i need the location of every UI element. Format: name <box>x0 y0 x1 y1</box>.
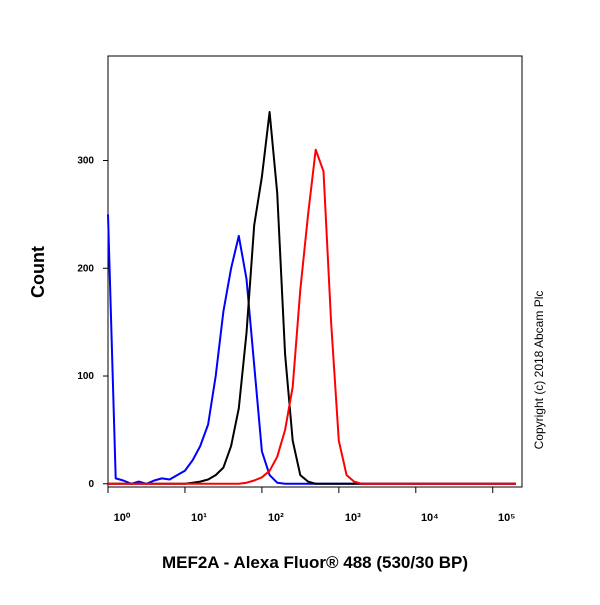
x-tick-label: 10¹ <box>191 512 207 524</box>
y-tick-label: 0 <box>88 479 94 490</box>
series-line <box>107 214 516 485</box>
x-tick-label: 10⁰ <box>114 512 131 524</box>
x-tick-label: 10⁴ <box>421 512 439 524</box>
series-line <box>108 148 516 485</box>
y-tick-label: 200 <box>77 263 94 274</box>
y-axis-label: Count <box>28 246 48 298</box>
y-tick-label: 300 <box>77 156 94 167</box>
x-tick-label: 10⁵ <box>498 512 515 524</box>
copyright: Copyright (c) 2018 Abcam Plc <box>532 291 546 450</box>
x-axis-label: MEF2A - Alexa Fluor® 488 (530/30 BP) <box>162 553 468 572</box>
series-line <box>108 111 516 485</box>
x-tick-label: 10³ <box>345 512 361 524</box>
plot-frame <box>107 55 523 488</box>
x-tick-label: 10² <box>268 512 284 524</box>
y-tick-label: 100 <box>77 371 94 382</box>
